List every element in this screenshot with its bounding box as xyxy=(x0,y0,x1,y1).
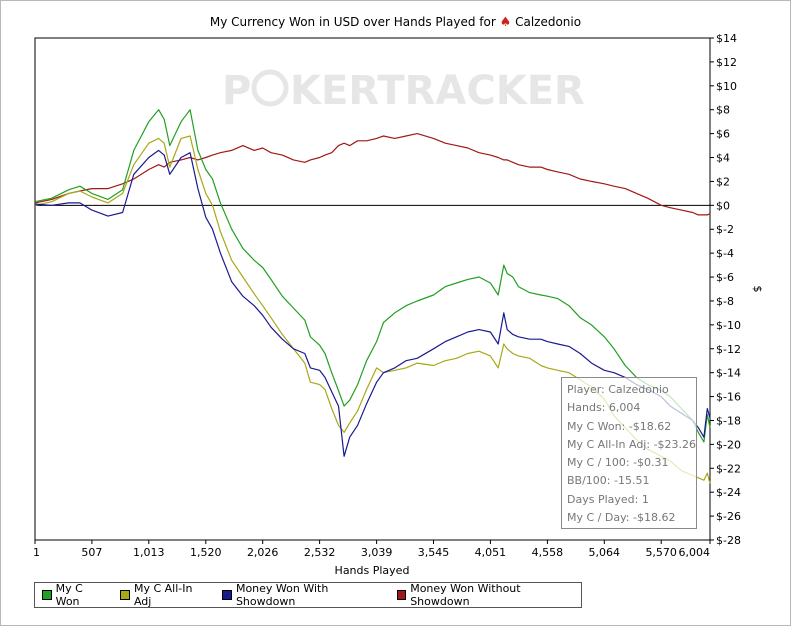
y-tick-label: $-22 xyxy=(716,462,741,475)
tooltip-line: Hands: 6,004 xyxy=(567,401,641,415)
tooltip-line: My C / Day: -$18.62 xyxy=(567,511,676,525)
legend-swatch-red xyxy=(396,590,407,600)
watermark-chip-icon xyxy=(251,69,289,107)
legend-swatch-navy xyxy=(222,590,232,600)
x-tick-label: 6,004 xyxy=(679,546,711,559)
y-tick-label: $-26 xyxy=(716,510,741,523)
chart-title-player: Calzedonio xyxy=(515,15,582,29)
y-tick-label: $0 xyxy=(716,199,730,212)
x-tick-label: 3,039 xyxy=(361,546,393,559)
y-tick-label: $-12 xyxy=(716,343,741,356)
legend-item-my-c-won[interactable]: My C Won xyxy=(42,582,107,608)
y-tick-label: $14 xyxy=(716,32,737,45)
series-line-red xyxy=(34,133,711,216)
legend-label: Money Won With Showdown xyxy=(235,582,329,608)
legend: My C Won My C All-In Adj Money Won With … xyxy=(34,582,582,608)
legend-label: Money Won Without Showdown xyxy=(410,582,521,608)
x-tick-label: 5,064 xyxy=(589,546,621,559)
x-tick-label: 507 xyxy=(81,546,102,559)
tooltip-line: Days Played: 1 xyxy=(567,492,649,506)
chart-title: My Currency Won in USD over Hands Played… xyxy=(0,15,791,30)
y-axis: $14 $12 $10 $8 $6 $4 $2 $0 $-2 $-4 $-6 $-8 $-10 $-12 $… xyxy=(710,32,741,547)
series-line-navy xyxy=(34,149,711,457)
legend-item-without-showdown[interactable]: Money Won Without Showdown xyxy=(396,582,575,608)
x-tick-label: 2,532 xyxy=(304,546,336,559)
pokertracker-watermark: P KERTRACKER xyxy=(222,68,585,114)
watermark-text-rest: KERTRACKER xyxy=(290,68,585,114)
plot-area xyxy=(34,37,711,541)
chart-title-text: My Currency Won in USD over Hands Played… xyxy=(209,15,496,29)
hover-tooltip: Player: Calzedonio Hands: 6,004 My C Won… xyxy=(561,377,697,529)
y-tick-label: $4 xyxy=(716,152,730,165)
legend-label: My C All-In Adj xyxy=(133,582,193,608)
legend-swatch-olive xyxy=(120,590,130,600)
x-tick-label: 1,013 xyxy=(133,546,165,559)
y-tick-label: $2 xyxy=(716,175,730,188)
y-tick-label: $-14 xyxy=(716,367,741,380)
legend-swatch-green xyxy=(42,590,52,600)
tooltip-line: Player: Calzedonio xyxy=(567,383,669,396)
x-tick-label: 3,545 xyxy=(418,546,450,559)
x-axis-label: Hands Played xyxy=(335,564,410,577)
legend-item-with-showdown[interactable]: Money Won With Showdown xyxy=(222,582,383,608)
x-tick-label: 5,570 xyxy=(645,546,677,559)
y-tick-label: $-16 xyxy=(716,391,741,404)
tooltip-line: My C / 100: -$0.31 xyxy=(567,456,669,470)
legend-label: My C Won xyxy=(55,582,83,608)
y-tick-label: $-20 xyxy=(716,438,741,451)
watermark-text-p: P xyxy=(222,68,251,114)
x-axis: 1 507 1,013 1,520 2,026 2,532 3,039 3,545 4,051 4… xyxy=(33,540,711,559)
y-tick-label: $8 xyxy=(716,104,730,117)
y-tick-label: $-4 xyxy=(716,247,734,260)
y-tick-label: $-28 xyxy=(716,534,741,547)
x-tick-label: 1,520 xyxy=(190,546,222,559)
y-tick-label: $-6 xyxy=(716,271,734,284)
x-tick-label: 2,026 xyxy=(247,546,279,559)
y-tick-label: $-18 xyxy=(716,414,741,427)
x-tick-label: 4,051 xyxy=(475,546,507,559)
y-axis-label: $ xyxy=(751,286,764,293)
y-tick-label: $12 xyxy=(716,56,737,69)
y-tick-label: $-10 xyxy=(716,319,741,332)
tooltip-line: BB/100: -15.51 xyxy=(567,474,650,488)
series-line-green xyxy=(34,109,711,443)
y-tick-label: $-2 xyxy=(716,223,734,236)
y-tick-label: $-8 xyxy=(716,295,734,308)
x-tick-label: 1 xyxy=(33,546,40,559)
legend-item-all-in-adj[interactable]: My C All-In Adj xyxy=(120,582,209,608)
y-tick-label: $-24 xyxy=(716,486,741,499)
tooltip-line: My C All-In Adj: -$23.26 xyxy=(567,437,697,451)
y-tick-label: $10 xyxy=(716,80,737,93)
pokerstars-spade-icon: ♠ xyxy=(499,15,512,30)
tooltip-line: My C Won: -$18.62 xyxy=(567,419,672,433)
y-tick-label: $6 xyxy=(716,128,730,141)
x-tick-label: 4,558 xyxy=(532,546,564,559)
